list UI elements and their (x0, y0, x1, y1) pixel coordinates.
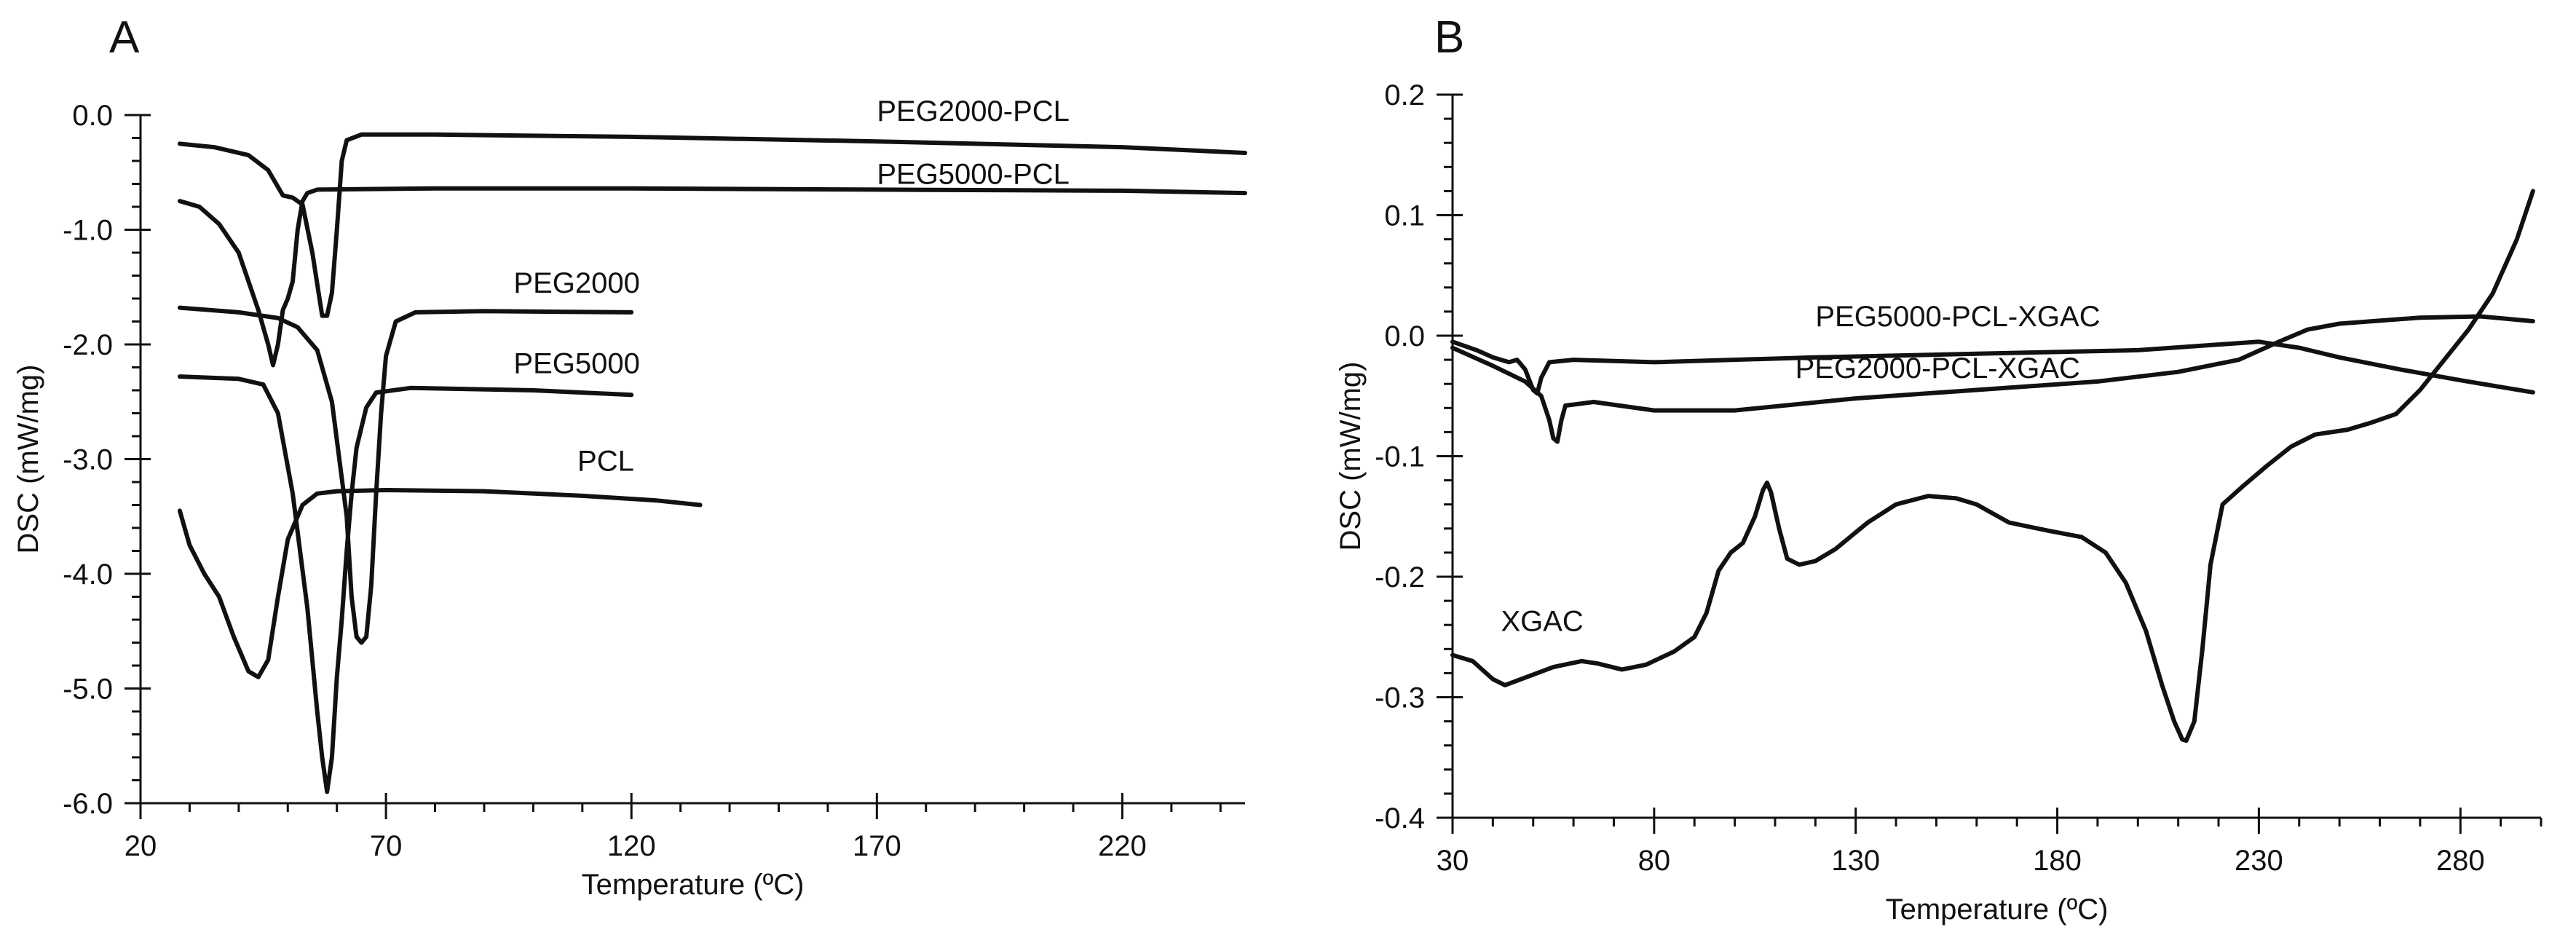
series-line-peg5000 (177, 374, 634, 794)
x-tick-label: 280 (2436, 845, 2485, 877)
x-tick-label: 70 (370, 830, 403, 862)
x-tick-label: 180 (2033, 845, 2082, 877)
series-label-peg5000-pcl: PEG5000-PCL (877, 159, 1070, 191)
y-tick-label: -6.0 (63, 788, 113, 820)
series-label-peg5000: PEG5000 (513, 347, 639, 379)
y-tick-label: -0.2 (1375, 561, 1425, 593)
x-tick-label: 80 (1638, 845, 1671, 877)
y-axis-label: DSC (mW/mg) (12, 365, 44, 554)
y-tick-label: -2.0 (63, 329, 113, 361)
x-tick-label: 230 (2235, 845, 2283, 877)
x-axis-label: Temperature (ºC) (582, 869, 805, 901)
series-line-peg5000-pcl (177, 186, 1247, 368)
panel-label-b: B (1434, 12, 1464, 63)
series-label-peg5000-pcl-xgac: PEG5000-PCL-XGAC (1815, 301, 2100, 333)
panel-a: 0.0 -1.0 -2.0 -3.0 -4.0 -5.0 -6.0 20 70 120 170 220… (12, 95, 1247, 901)
y-tick-label: -5.0 (63, 674, 113, 706)
y-tick-label: 0.0 (1384, 320, 1425, 352)
series-label-peg2000: PEG2000 (513, 267, 639, 299)
series-label-peg2000-pcl-xgac: PEG2000-PCL-XGAC (1795, 352, 2080, 384)
x-tick-label: 130 (1831, 845, 1880, 877)
series-label-xgac: XGAC (1501, 605, 1583, 637)
x-axis-label: Temperature (ºC) (1886, 893, 2109, 926)
series-line-peg2000-pcl (177, 132, 1247, 318)
y-tick-label: -4.0 (63, 559, 113, 591)
y-axis-label: DSC (mW/mg) (1335, 362, 1367, 551)
x-tick-label: 30 (1437, 845, 1469, 877)
y-tick-label: -0.1 (1375, 441, 1425, 473)
y-tick-label: 0.1 (1384, 200, 1425, 232)
x-tick-label: 20 (125, 830, 157, 862)
y-tick-label: 0.2 (1384, 79, 1425, 111)
panel-label-a: A (109, 12, 140, 63)
y-tick-label: -1.0 (63, 215, 113, 247)
y-tick-label: 0.0 (72, 100, 113, 132)
series-line-peg5000-pcl-xgac (1450, 339, 2535, 396)
x-tick-label: 170 (853, 830, 901, 862)
series-label-pcl: PCL (577, 445, 634, 477)
series-label-peg2000-pcl: PEG2000-PCL (877, 95, 1070, 127)
series-line-pcl (177, 488, 703, 679)
series-line-xgac (1450, 189, 2535, 743)
y-tick-label: -3.0 (63, 444, 113, 476)
x-tick-label: 120 (607, 830, 656, 862)
y-tick-label: -0.3 (1375, 682, 1425, 714)
series-line-peg2000 (177, 305, 634, 645)
x-tick-label: 220 (1098, 830, 1147, 862)
series-line-peg2000-pcl-xgac (1450, 314, 2535, 444)
y-tick-label: -0.4 (1375, 802, 1425, 835)
panel-b: 0.2 0.1 0.0 -0.1 -0.2 -0.3 -0.4 30 80 130 180 230 28… (1335, 79, 2543, 926)
